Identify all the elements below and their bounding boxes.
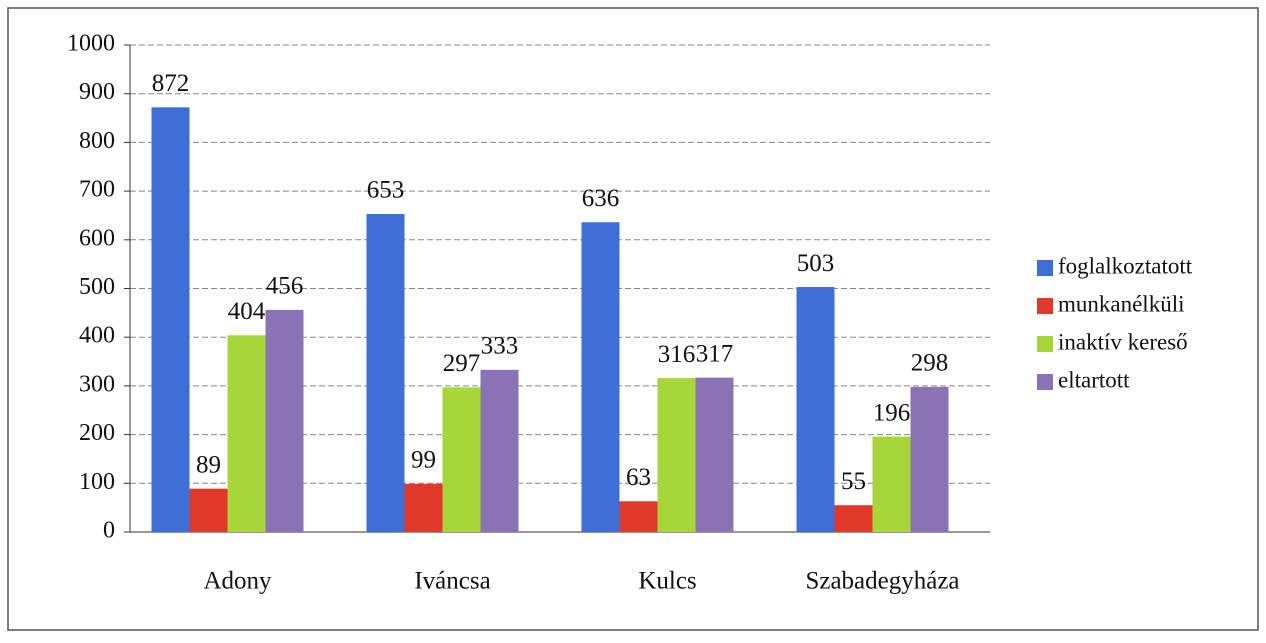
bar [834, 505, 873, 532]
y-tick-label: 400 [79, 323, 115, 349]
legend-label: munkanélküli [1058, 291, 1184, 316]
legend-swatch [1037, 374, 1053, 390]
value-label: 316 [658, 341, 696, 368]
y-tick-label: 200 [79, 420, 115, 446]
legend-swatch [1037, 298, 1053, 314]
value-label: 196 [873, 399, 911, 426]
x-tick-label: Szabadegyháza [805, 568, 959, 595]
value-label: 333 [481, 333, 519, 360]
bar [227, 335, 266, 532]
value-label: 872 [152, 70, 190, 97]
bar [796, 287, 835, 532]
legend-label: inaktív kereső [1058, 329, 1188, 354]
bar [695, 377, 734, 532]
value-label: 317 [696, 340, 734, 367]
y-tick-label: 1000 [67, 31, 115, 57]
bar [581, 222, 620, 532]
y-tick-label: 300 [79, 371, 115, 397]
value-label: 653 [367, 177, 405, 204]
bar [657, 378, 696, 532]
value-label: 636 [582, 185, 620, 212]
chart-border [7, 7, 1259, 631]
bar [442, 387, 481, 532]
bar [910, 386, 949, 532]
value-label: 298 [911, 350, 949, 377]
legend-swatch [1037, 336, 1053, 352]
bar [480, 369, 519, 532]
y-tick-label: 500 [79, 274, 115, 300]
value-label: 89 [196, 451, 221, 478]
bar [189, 488, 228, 532]
bar [872, 436, 911, 532]
bar [366, 213, 405, 532]
bar [404, 483, 443, 532]
bar [619, 501, 658, 532]
x-tick-label: Iváncsa [414, 568, 490, 595]
y-tick-label: 900 [79, 79, 115, 105]
value-label: 99 [411, 447, 436, 474]
y-tick-label: 700 [79, 177, 115, 203]
y-tick-label: 0 [103, 518, 115, 544]
y-tick-label: 100 [79, 469, 115, 495]
value-label: 404 [228, 298, 266, 325]
y-tick-label: 600 [79, 225, 115, 251]
value-label: 456 [266, 273, 304, 300]
legend-label: eltartott [1058, 367, 1130, 392]
value-label: 297 [443, 350, 481, 377]
x-tick-label: Kulcs [638, 568, 696, 595]
value-label: 503 [797, 250, 835, 277]
bar [265, 309, 304, 532]
bar [151, 107, 190, 532]
legend-label: foglalkoztatott [1058, 253, 1193, 278]
value-label: 63 [626, 464, 651, 491]
x-tick-label: Adony [203, 568, 272, 595]
value-label: 55 [841, 468, 866, 495]
y-tick-label: 800 [79, 128, 115, 154]
legend-swatch [1037, 260, 1053, 276]
